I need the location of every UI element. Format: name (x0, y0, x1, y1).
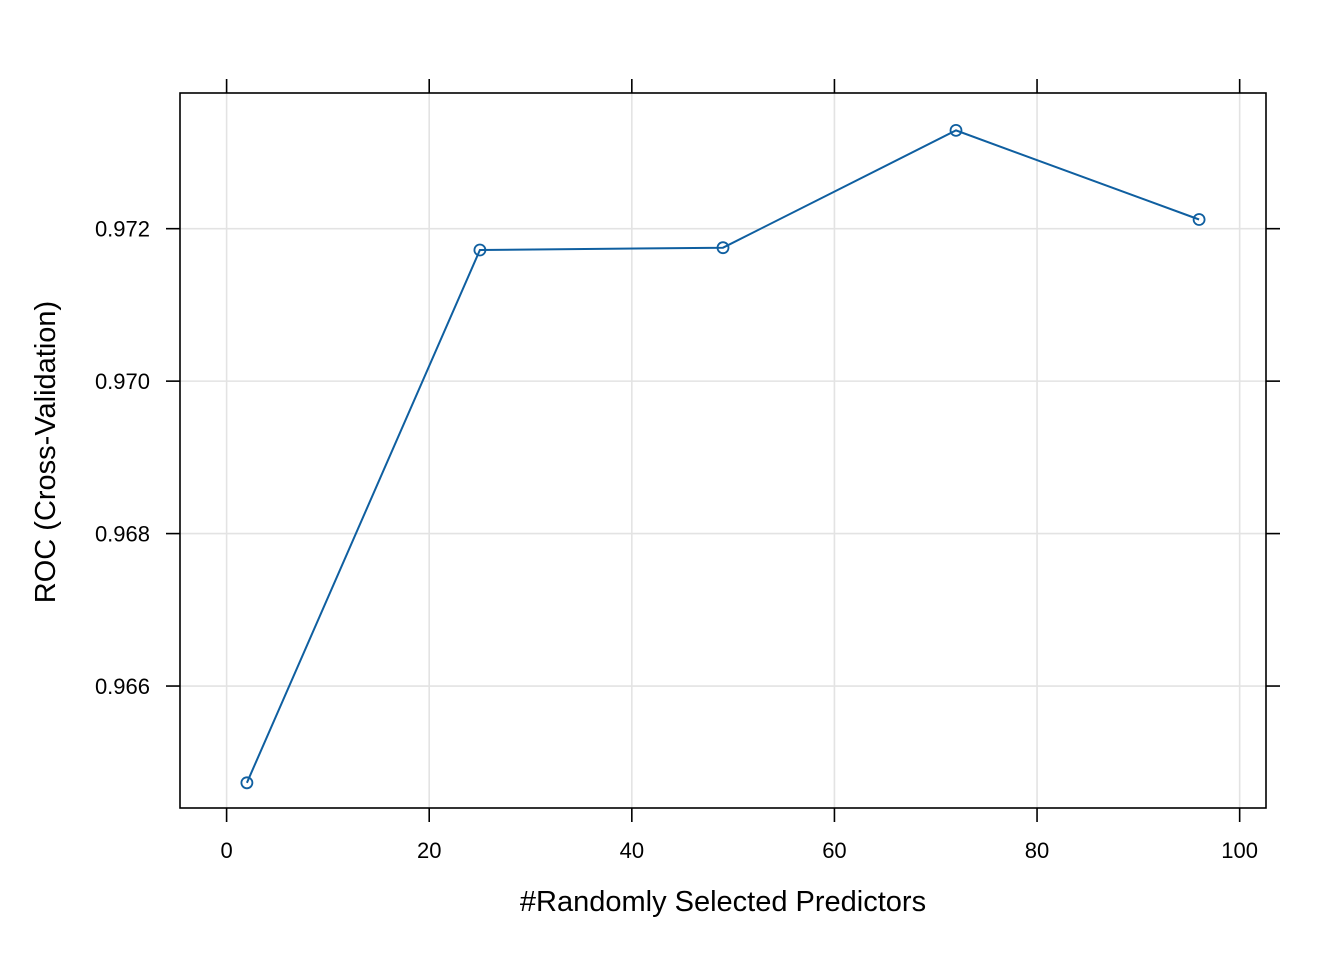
x-tick-label: 100 (1221, 838, 1258, 863)
y-axis-title: ROC (Cross-Validation) (30, 301, 62, 603)
x-tick-label: 40 (620, 838, 644, 863)
x-tick-label: 60 (822, 838, 846, 863)
series-roc (240, 123, 1206, 790)
data-point (949, 123, 963, 137)
data-point (240, 776, 254, 790)
x-axis-title: #Randomly Selected Predictors (520, 886, 926, 918)
x-tick-label: 0 (220, 838, 232, 863)
y-tick-label: 0.966 (95, 674, 150, 699)
x-tick-label: 20 (417, 838, 441, 863)
x-tick-label: 80 (1025, 838, 1049, 863)
data-point (1192, 213, 1206, 226)
data-point (716, 241, 730, 255)
y-tick-label: 0.968 (95, 522, 150, 547)
axis-ticks: 0 20 40 60 80 100 0.966 0.968 0.970 0.972 (95, 79, 1280, 863)
series-line (245, 129, 1200, 784)
plot-frame (179, 92, 1267, 809)
grid-lines (180, 93, 1266, 808)
y-tick-label: 0.972 (95, 217, 150, 242)
data-point (473, 243, 487, 257)
y-tick-label: 0.970 (95, 369, 150, 394)
